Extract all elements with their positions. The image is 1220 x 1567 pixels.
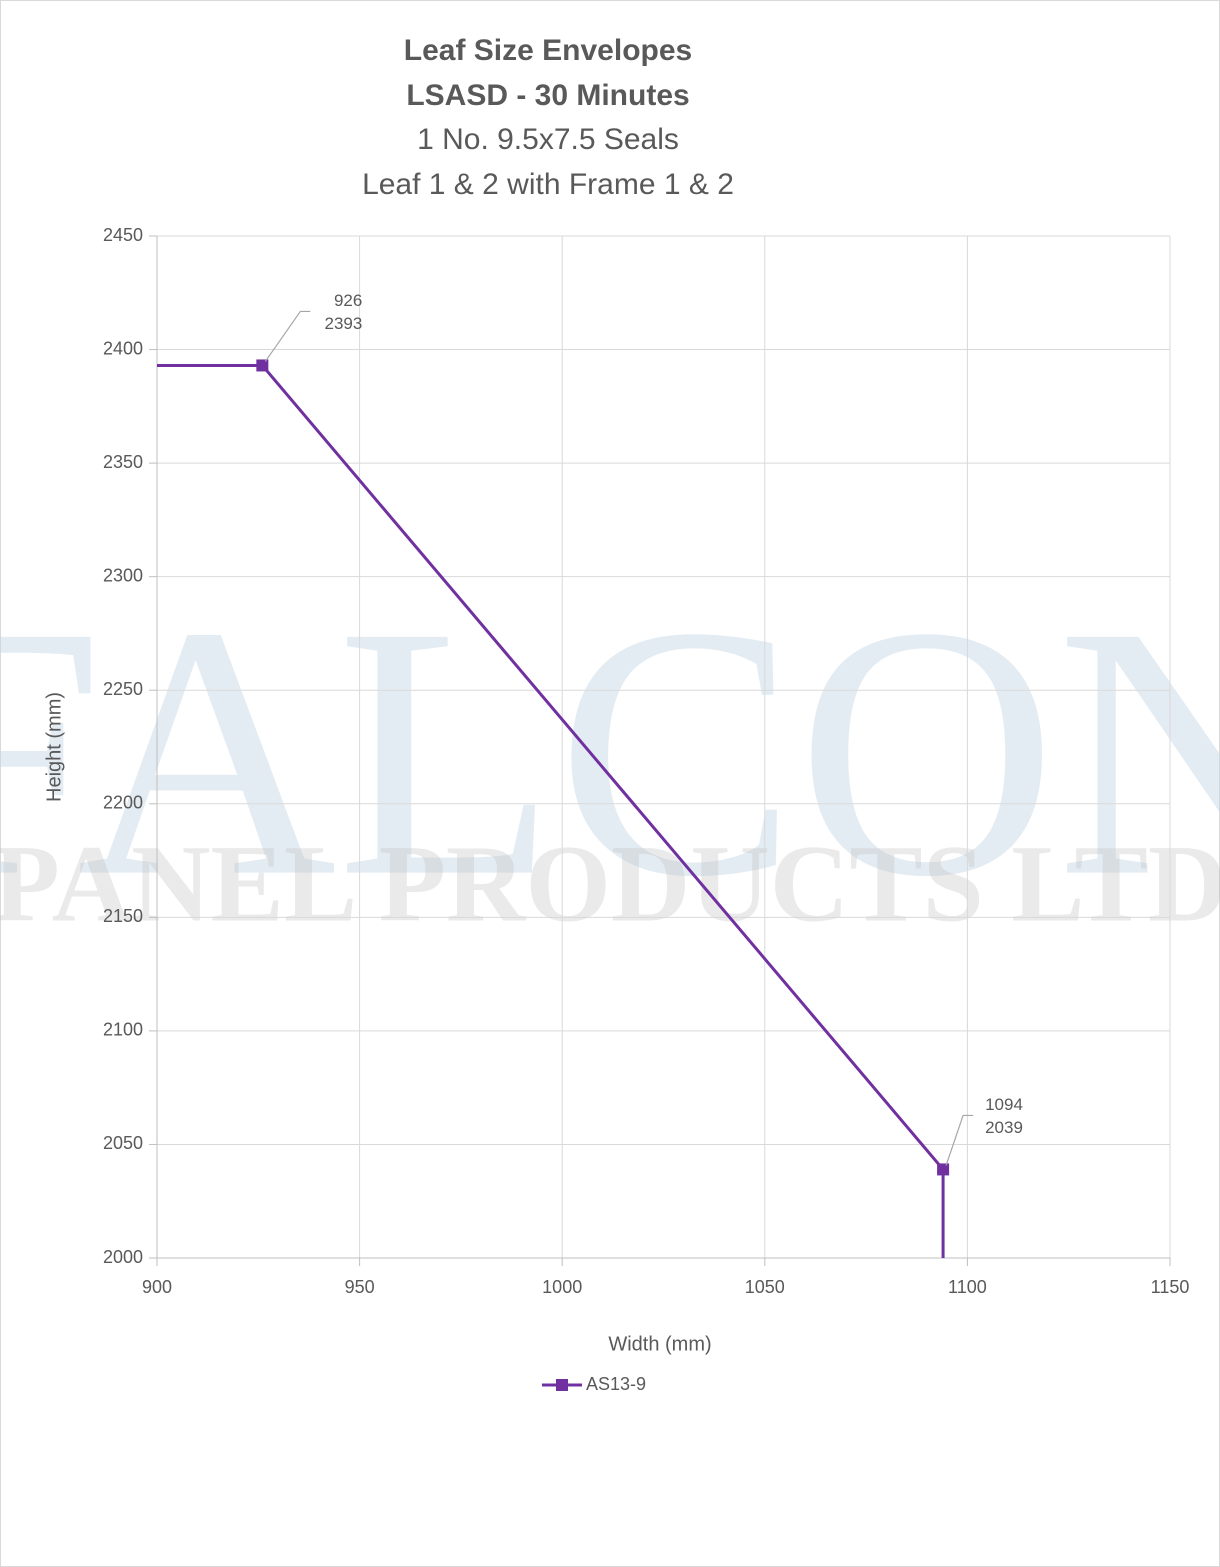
y-tick-label: 2350 — [103, 452, 143, 472]
label-leader — [264, 310, 311, 362]
watermark: PANEL PRODUCTS LTD — [0, 822, 1220, 944]
data-label: 1094 — [985, 1095, 1023, 1114]
y-tick-label: 2000 — [103, 1247, 143, 1267]
y-tick-label: 2400 — [103, 338, 143, 358]
x-axis-label: Width (mm) — [608, 1333, 711, 1355]
chart-subtitle: 1 No. 9.5x7.5 Seals — [417, 123, 679, 156]
series-line — [157, 363, 945, 1258]
label-leader — [945, 1114, 974, 1166]
legend-label: AS13-9 — [586, 1374, 646, 1394]
y-axis-label: Height (mm) — [43, 692, 65, 802]
x-tick-label: 1050 — [745, 1277, 785, 1297]
y-tick-label: 2150 — [103, 906, 143, 926]
marker — [256, 359, 269, 372]
data-label: 926 — [334, 291, 362, 310]
x-tick-label: 1100 — [948, 1277, 987, 1297]
x-tick-label: 1150 — [1151, 1277, 1190, 1297]
watermark: FALCON — [0, 552, 1220, 951]
x-tick-label: 900 — [142, 1277, 172, 1297]
y-tick-label: 2250 — [103, 679, 143, 699]
chart-subtitle: LSASD - 30 Minutes — [406, 79, 689, 112]
chart-subtitle: Leaf 1 & 2 with Frame 1 & 2 — [362, 168, 734, 201]
legend-marker — [556, 1379, 568, 1391]
chart-title: Leaf Size Envelopes — [404, 34, 692, 67]
x-tick-label: 1000 — [542, 1277, 582, 1297]
y-tick-label: 2300 — [103, 565, 143, 585]
y-tick-label: 2050 — [103, 1133, 143, 1153]
marker — [937, 1163, 950, 1176]
x-tick-label: 950 — [345, 1277, 375, 1297]
data-label: 2039 — [985, 1118, 1023, 1137]
y-tick-label: 2100 — [103, 1020, 143, 1040]
y-tick-label: 2200 — [103, 793, 143, 813]
y-tick-label: 2450 — [103, 225, 143, 245]
data-label: 2393 — [325, 314, 363, 333]
